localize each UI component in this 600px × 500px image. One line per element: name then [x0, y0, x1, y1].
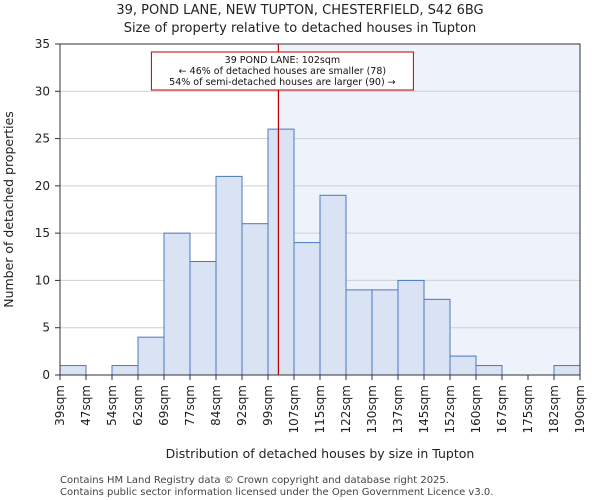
bar-130sqm	[371, 289, 399, 376]
bar-137sqm	[397, 279, 425, 376]
annotation-title: 39 POND LANE: 102sqm	[225, 55, 340, 66]
x-tick-label: 62sqm	[131, 385, 145, 426]
x-tick-label: 69sqm	[157, 385, 171, 426]
chart-subtitle: Size of property relative to detached ho…	[124, 21, 477, 36]
bar-54sqm	[111, 365, 139, 376]
y-axis-label: Number of detached properties	[1, 111, 16, 308]
x-tick-label: 107sqm	[287, 385, 301, 433]
bar-160sqm	[475, 365, 503, 376]
x-tick-label: 99sqm	[261, 385, 275, 426]
x-tick-label: 39sqm	[53, 385, 67, 426]
x-tick-label: 182sqm	[547, 385, 561, 433]
bar-145sqm	[423, 298, 451, 376]
x-tick-label: 47sqm	[79, 385, 93, 426]
y-tick-label: 5	[42, 321, 50, 335]
bar-182sqm	[553, 365, 581, 376]
x-tick-label: 130sqm	[365, 385, 379, 433]
bar-122sqm	[345, 289, 373, 376]
property-annotation: 39 POND LANE: 102sqm ← 46% of detached h…	[150, 51, 414, 91]
y-tick-label: 10	[35, 273, 50, 287]
x-tick-label: 145sqm	[417, 385, 431, 433]
bar-84sqm	[215, 175, 243, 376]
y-tick-label: 25	[35, 132, 50, 146]
x-tick-label: 137sqm	[391, 385, 405, 433]
bar-99sqm	[267, 128, 295, 376]
x-tick-label: 175sqm	[521, 385, 535, 433]
bar-115sqm	[319, 194, 347, 376]
bar-39sqm	[59, 365, 87, 376]
y-tick-label: 0	[42, 368, 50, 382]
y-tick-label: 20	[35, 179, 50, 193]
x-tick-label: 54sqm	[105, 385, 119, 426]
x-tick-label: 190sqm	[573, 385, 587, 433]
annotation-smaller: ← 46% of detached houses are smaller (78…	[179, 66, 386, 77]
y-tick-label: 30	[35, 84, 50, 98]
x-tick-label: 92sqm	[235, 385, 249, 426]
bar-77sqm	[189, 261, 217, 376]
bar-107sqm	[293, 242, 321, 376]
bar-152sqm	[449, 355, 477, 376]
x-tick-label: 77sqm	[183, 385, 197, 426]
x-tick-label: 84sqm	[209, 385, 223, 426]
x-tick-label: 115sqm	[313, 385, 327, 433]
footer-line-1: Contains HM Land Registry data © Crown c…	[60, 475, 449, 486]
chart-title: 39, POND LANE, NEW TUPTON, CHESTERFIELD,…	[116, 3, 483, 18]
bar-69sqm	[163, 232, 191, 376]
footer-line-2: Contains public sector information licen…	[60, 487, 493, 498]
x-tick-label: 160sqm	[469, 385, 483, 433]
bar-92sqm	[241, 223, 269, 376]
annotation-box	[150, 51, 414, 91]
x-tick-label: 122sqm	[339, 385, 353, 433]
x-tick-label: 152sqm	[443, 385, 457, 433]
x-axis-label: Distribution of detached houses by size …	[166, 446, 475, 461]
y-tick-label: 15	[35, 226, 50, 240]
x-tick-label: 167sqm	[495, 385, 509, 433]
bar-62sqm	[137, 336, 165, 376]
y-tick-label: 35	[35, 37, 50, 51]
annotation-larger: 54% of semi-detached houses are larger (…	[169, 77, 396, 88]
